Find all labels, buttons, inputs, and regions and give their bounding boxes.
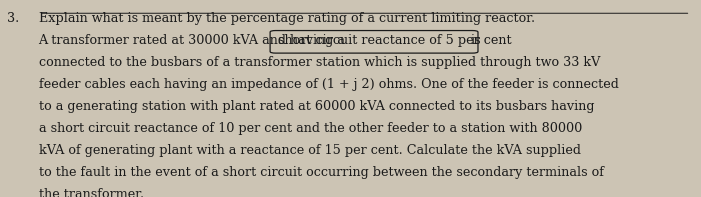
Text: the transformer.: the transformer. (39, 188, 144, 197)
Text: A transformer rated at 30000 kVA and having a: A transformer rated at 30000 kVA and hav… (39, 34, 350, 47)
Text: feeder cables each having an impedance of (1 + j 2) ohms. One of the feeder is c: feeder cables each having an impedance o… (39, 78, 618, 91)
Text: kVA of generating plant with a reactance of 15 per cent. Calculate the kVA suppl: kVA of generating plant with a reactance… (39, 144, 580, 157)
Text: is: is (470, 34, 481, 47)
Text: short circuit reactance of 5 per cent: short circuit reactance of 5 per cent (278, 34, 512, 47)
Text: a short circuit reactance of 10 per cent and the other feeder to a station with : a short circuit reactance of 10 per cent… (39, 122, 582, 135)
Text: to a generating station with plant rated at 60000 kVA connected to its busbars h: to a generating station with plant rated… (39, 100, 594, 113)
Text: Explain what is meant by the percentage rating of a current limiting reactor.: Explain what is meant by the percentage … (39, 12, 535, 25)
Text: to the fault in the event of a short circuit occurring between the secondary ter: to the fault in the event of a short cir… (39, 166, 604, 179)
Text: connected to the busbars of a transformer station which is supplied through two : connected to the busbars of a transforme… (39, 56, 600, 69)
Text: 3.: 3. (7, 12, 19, 25)
